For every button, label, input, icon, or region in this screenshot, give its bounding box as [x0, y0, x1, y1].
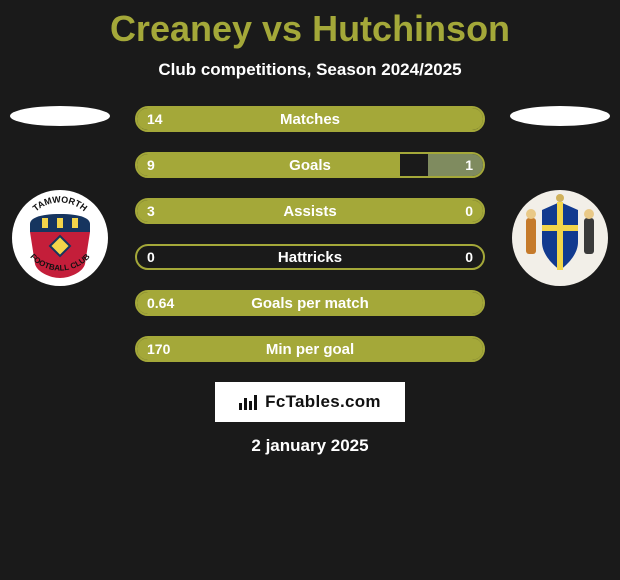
- comparison-card: Creaney vs Hutchinson Club competitions,…: [0, 0, 620, 456]
- bar-label: Hattricks: [137, 246, 483, 268]
- stat-bar: Hattricks0 0: [135, 244, 485, 270]
- bar-label: Assists: [137, 200, 483, 222]
- source-logo-text: FcTables.com: [265, 392, 381, 412]
- subtitle: Club competitions, Season 2024/2025: [0, 60, 620, 80]
- player-right-column: [510, 106, 610, 288]
- page-title: Creaney vs Hutchinson: [0, 8, 620, 50]
- stat-bar: Goals per match0.64: [135, 290, 485, 316]
- club-crest-right: [510, 188, 610, 288]
- player-left-ellipse: [10, 106, 110, 126]
- bar-value-right: 0: [455, 200, 483, 222]
- crest-right-svg: [510, 188, 610, 288]
- stat-bar: Goals9 1: [135, 152, 485, 178]
- bar-value-left: 3: [137, 200, 165, 222]
- footer: FcTables.com 2 january 2025: [0, 382, 620, 456]
- stat-bars: Matches14Goals91Assists30Hattricks00Goal…: [135, 106, 485, 362]
- bar-label: Goals: [137, 154, 483, 176]
- stat-bar: Min per goal170: [135, 336, 485, 362]
- date-text: 2 january 2025: [251, 436, 368, 456]
- player-right-ellipse: [510, 106, 610, 126]
- source-logo: FcTables.com: [215, 382, 405, 422]
- bar-value-left: 14: [137, 108, 173, 130]
- comparison-main: TAMWORTH FOOTBALL CLUB: [0, 106, 620, 362]
- bars-icon: [239, 395, 257, 410]
- bar-value-left: 9: [137, 154, 165, 176]
- bar-value-right: 0: [455, 246, 483, 268]
- stat-bar: Assists3 0: [135, 198, 485, 224]
- club-crest-left: TAMWORTH FOOTBALL CLUB: [10, 188, 110, 288]
- crest-left-svg: TAMWORTH FOOTBALL CLUB: [10, 188, 110, 288]
- bar-value-right: 1: [455, 154, 483, 176]
- bar-label: Min per goal: [137, 338, 483, 360]
- bar-value-left: 0.64: [137, 292, 184, 314]
- player-left-column: TAMWORTH FOOTBALL CLUB: [10, 106, 110, 288]
- stat-bar: Matches14: [135, 106, 485, 132]
- bar-value-left: 170: [137, 338, 180, 360]
- bar-label: Matches: [137, 108, 483, 130]
- bar-value-left: 0: [137, 246, 165, 268]
- bar-label: Goals per match: [137, 292, 483, 314]
